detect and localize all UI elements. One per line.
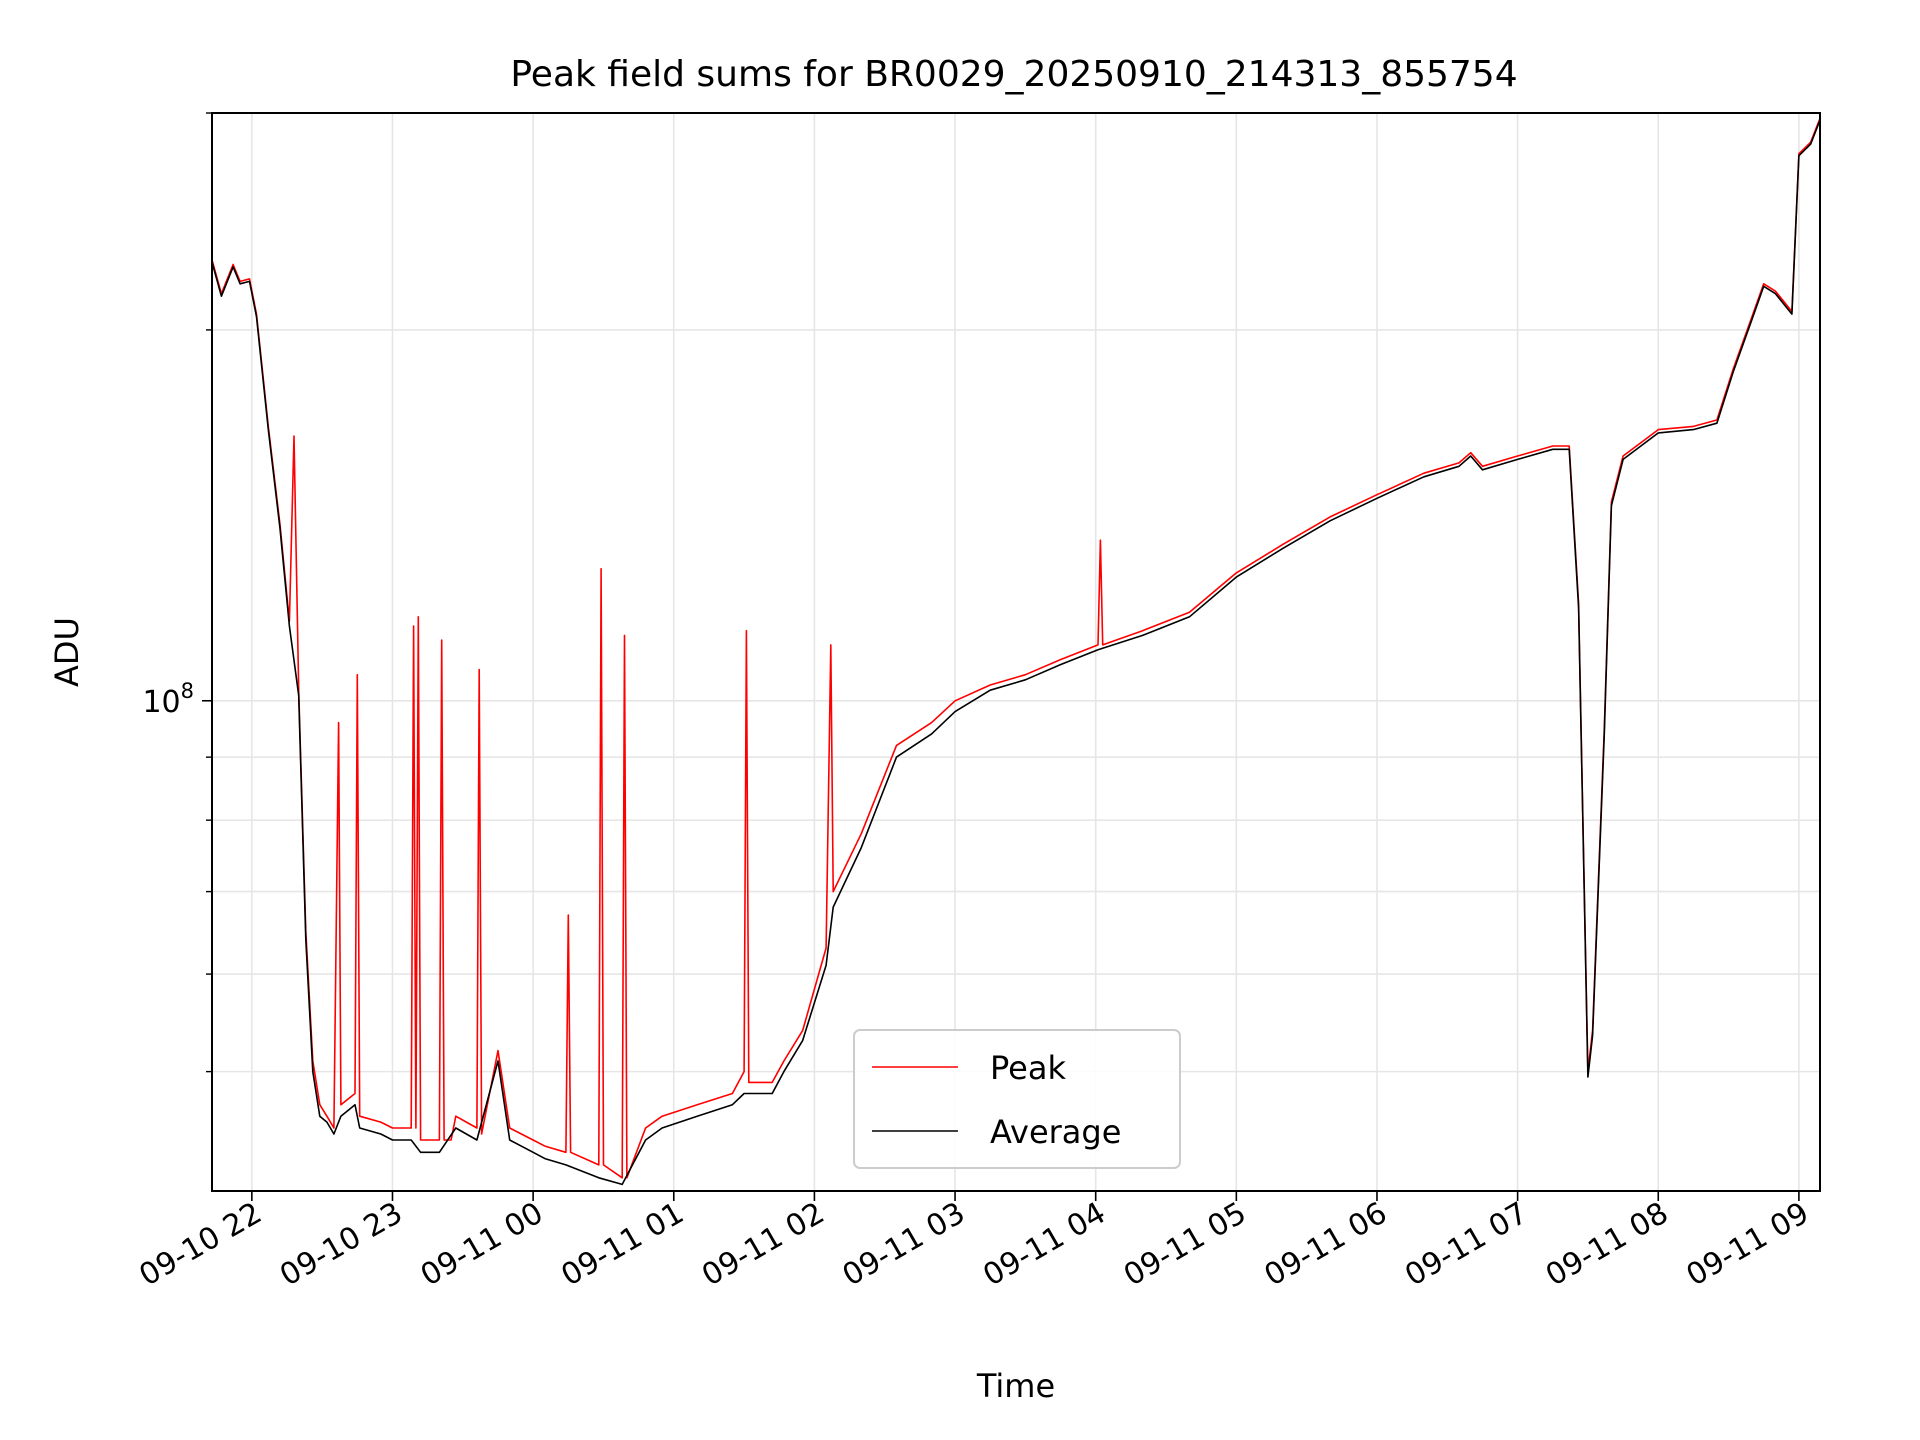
- legend-box: [853, 1029, 1181, 1169]
- x-tick-label: 09-11 08: [1540, 1196, 1674, 1294]
- y-axis-label: ADU: [48, 617, 86, 687]
- legend-average-label: Average: [990, 1113, 1121, 1151]
- legend-peak-label: Peak: [990, 1049, 1066, 1087]
- series-layer: [211, 118, 1821, 1186]
- y-axis-ticks: 108: [142, 112, 212, 1073]
- x-tick-label: 09-10 23: [274, 1196, 408, 1294]
- plot-frame: [211, 112, 1821, 1192]
- x-tick-label: 09-11 02: [696, 1196, 830, 1294]
- x-tick-label: 09-11 04: [977, 1196, 1111, 1294]
- x-tick-label: 09-11 09: [1681, 1196, 1815, 1294]
- x-tick-label: 09-11 01: [555, 1196, 689, 1294]
- x-tick-label: 09-11 07: [1399, 1196, 1533, 1294]
- y-tick-label: 108: [142, 679, 194, 720]
- x-axis-label: Time: [976, 1367, 1055, 1405]
- x-tick-label: 09-10 22: [134, 1196, 268, 1294]
- x-tick-label: 09-11 00: [415, 1196, 549, 1294]
- x-tick-label: 09-11 06: [1259, 1196, 1393, 1294]
- x-axis-ticks: 09-10 22 09-10 23 09-11 00 09-11 01 09-11 02…: [134, 1191, 1815, 1293]
- x-tick-label: 09-11 05: [1118, 1196, 1252, 1294]
- series-line-average: [211, 119, 1821, 1186]
- legend: Peak Average: [853, 1029, 1181, 1169]
- x-tick-label: 09-11 03: [837, 1196, 971, 1294]
- chart-title: Peak field sums for BR0029_20250910_2143…: [510, 54, 1517, 95]
